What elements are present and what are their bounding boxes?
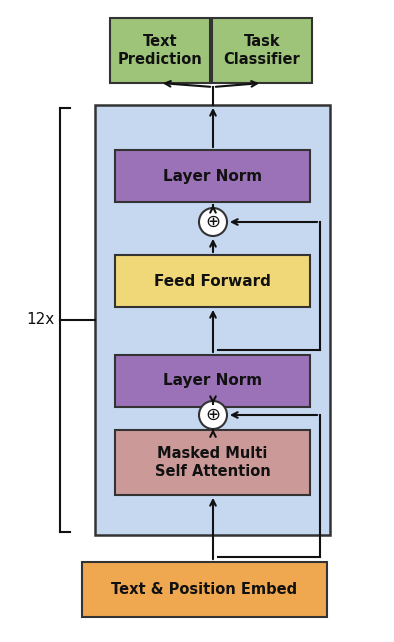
Text: 12x: 12x — [27, 313, 55, 327]
FancyBboxPatch shape — [110, 18, 210, 83]
Text: ⊕: ⊕ — [205, 213, 221, 231]
Text: Feed Forward: Feed Forward — [154, 273, 271, 288]
FancyBboxPatch shape — [115, 430, 310, 495]
Circle shape — [199, 401, 227, 429]
Text: Layer Norm: Layer Norm — [163, 374, 262, 388]
Text: ⊕: ⊕ — [205, 406, 221, 424]
FancyBboxPatch shape — [95, 105, 330, 535]
FancyBboxPatch shape — [115, 355, 310, 407]
Text: Text & Position Embed: Text & Position Embed — [112, 582, 297, 597]
FancyBboxPatch shape — [115, 255, 310, 307]
Text: Text
Prediction: Text Prediction — [118, 34, 203, 67]
FancyBboxPatch shape — [82, 562, 327, 617]
Text: Task
Classifier: Task Classifier — [224, 34, 300, 67]
Circle shape — [199, 208, 227, 236]
FancyBboxPatch shape — [212, 18, 312, 83]
Text: Masked Multi
Self Attention: Masked Multi Self Attention — [154, 446, 270, 479]
FancyBboxPatch shape — [115, 150, 310, 202]
Text: Layer Norm: Layer Norm — [163, 168, 262, 184]
